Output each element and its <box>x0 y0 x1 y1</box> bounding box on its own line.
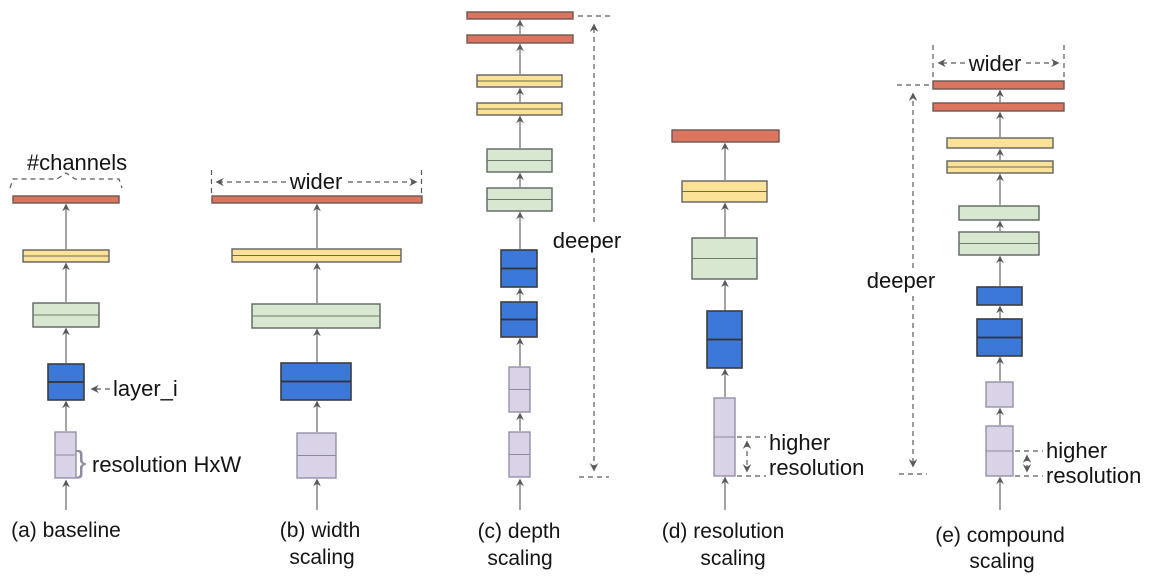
c-red-layer-2 <box>466 34 574 44</box>
caption-a: (a) baseline <box>11 519 121 542</box>
caption-d-line1: (d) resolution <box>662 520 785 543</box>
e-green-layer-1 <box>958 205 1040 221</box>
e-blue-layer-1 <box>976 286 1023 306</box>
a-channels-brace <box>9 172 123 189</box>
e-deeper-label: deeper <box>867 268 936 293</box>
caption-d-line2: scaling <box>700 547 765 570</box>
a-channels-label: #channels <box>27 150 127 175</box>
caption-b-line1: (b) width <box>280 519 361 542</box>
b-red-layer <box>211 195 423 204</box>
diagram-d-resolution-scaling: higher resolution (d) resolution scaling <box>662 129 864 570</box>
e-higher-label-line1: higher <box>1046 438 1107 463</box>
e-wider-label: wider <box>968 51 1022 76</box>
c-red-layer-1 <box>466 11 574 20</box>
a-resolution-brace: } <box>76 444 86 479</box>
d-higher-label-line1: higher <box>769 430 830 455</box>
a-layer-label: layer_i <box>113 376 178 401</box>
caption-c-line1: (c) depth <box>478 520 561 543</box>
c-deeper-label: deeper <box>553 228 622 253</box>
a-red-layer <box>12 195 120 204</box>
diagram-b-width-scaling: wider (b) width scaling <box>210 169 423 569</box>
e-higher-label-line2: resolution <box>1046 463 1141 488</box>
caption-e-line1: (e) compound <box>935 524 1065 547</box>
d-higher-label-line2: resolution <box>769 455 864 480</box>
caption-e-line2: scaling <box>969 550 1034 573</box>
e-red-layer-2 <box>932 102 1065 112</box>
diagram-a-baseline: #channels layer_i } resolution HxW (a) b… <box>9 150 241 542</box>
e-input-layer-1 <box>985 381 1014 408</box>
diagram-c-depth-scaling: deeper (c) depth scaling <box>466 11 622 570</box>
diagram-e-compound-scaling: wider deeper higher resolution (e) compo… <box>867 45 1141 573</box>
e-yellow-layer-1 <box>946 137 1054 149</box>
d-red-layer <box>671 129 780 143</box>
b-wider-label: wider <box>289 169 343 194</box>
a-resolution-label: resolution HxW <box>92 452 241 477</box>
caption-c-line2: scaling <box>487 547 552 570</box>
caption-b-line2: scaling <box>289 546 354 569</box>
e-red-layer-1 <box>932 80 1065 90</box>
